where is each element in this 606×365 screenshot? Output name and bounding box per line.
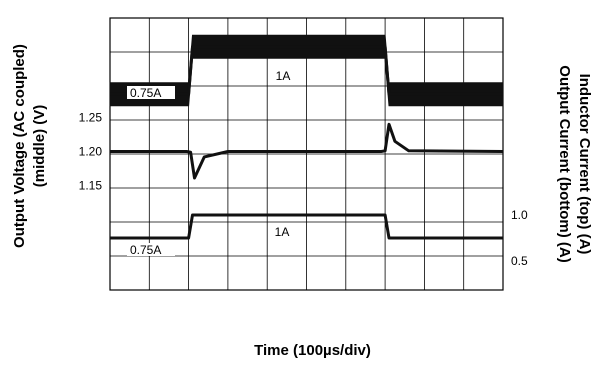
right-tick-label: 0.5 (511, 254, 528, 268)
annotation-label: 1A (276, 69, 291, 83)
scope-traces (109, 34, 504, 240)
trace-annotations: 0.75A 1A 0.75A 1A (127, 69, 296, 257)
series-inductor-current (110, 45, 503, 96)
left-tick-label: 1.15 (79, 179, 103, 193)
left-axis-label-line-2: (middle) (V) (31, 105, 48, 188)
left-tick-label: 1.20 (79, 145, 103, 159)
annotation-background (270, 69, 296, 82)
tick-labels: 1.25 1.20 1.15 1.0 0.5 (79, 111, 528, 269)
annotation-label: 1A (275, 225, 290, 239)
annotation-background (269, 225, 295, 238)
right-tick-label: 1.0 (511, 208, 528, 222)
left-axis-label: Output Voltage (AC coupled) (middle) (V) (11, 44, 48, 248)
series-output-voltage (110, 122, 504, 180)
right-axis-label-line-2: Output Current (bottom) (A) (556, 65, 573, 262)
annotation-label: 0.75A (130, 243, 161, 257)
series-inductor-current-ripple (109, 34, 504, 107)
annotation-background (127, 86, 175, 99)
left-axis-label-line-1: Output Voltage (AC coupled) (11, 44, 28, 248)
annotation-label: 0.75A (130, 86, 161, 100)
left-tick-label: 1.25 (79, 111, 103, 125)
series-output-current (110, 213, 503, 240)
x-axis-label: Time (100µs/div) (254, 342, 371, 359)
right-axis-label: Inductor Current (top) (A) Output Curren… (556, 65, 593, 262)
plot-frame (109, 17, 504, 291)
right-axis-label-line-1: Inductor Current (top) (A) (576, 74, 593, 255)
annotation-background (127, 243, 175, 256)
